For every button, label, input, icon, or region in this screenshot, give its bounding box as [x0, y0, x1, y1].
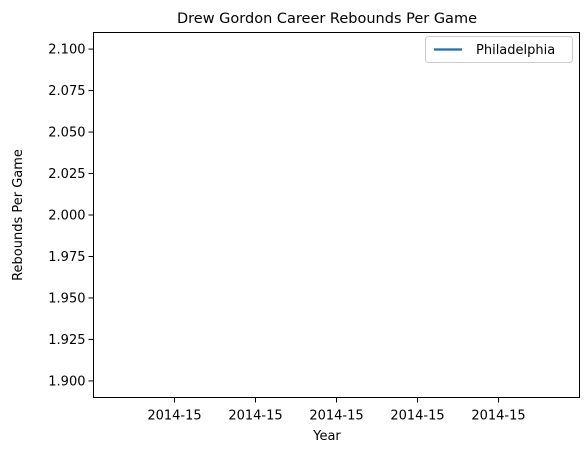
y-tick-label: 1.900: [48, 374, 85, 389]
legend-label: Philadelphia: [476, 43, 555, 58]
legend: Philadelphia: [425, 36, 573, 63]
x-tick-label: 2014-15: [309, 409, 363, 424]
x-tick-label: 2014-15: [228, 409, 282, 424]
chart-title: Drew Gordon Career Rebounds Per Game: [177, 11, 477, 27]
x-axis-ticks: 2014-15 2014-15 2014-15 2014-15 2014-15: [147, 397, 526, 424]
y-tick-label: 2.075: [48, 84, 85, 99]
legend-box: [425, 36, 573, 63]
y-axis-ticks: 1.900 1.925 1.950 1.975 2.000 2.025 2.050 2.075…: [48, 43, 94, 389]
y-tick-label: 1.975: [48, 250, 85, 265]
y-axis-label: Rebounds Per Game: [11, 149, 26, 281]
y-tick-label: 1.950: [48, 291, 85, 306]
x-axis-label: Year: [312, 429, 341, 444]
x-tick-label: 2014-15: [390, 409, 444, 424]
y-tick-label: 2.000: [48, 209, 85, 224]
y-tick-label: 2.025: [48, 167, 85, 182]
y-tick-label: 1.925: [48, 333, 85, 348]
y-tick-label: 2.100: [48, 43, 85, 58]
x-tick-label: 2014-15: [471, 409, 525, 424]
y-tick-label: 2.050: [48, 126, 85, 141]
x-tick-label: 2014-15: [147, 409, 201, 424]
plot-area-frame: [93, 32, 580, 398]
